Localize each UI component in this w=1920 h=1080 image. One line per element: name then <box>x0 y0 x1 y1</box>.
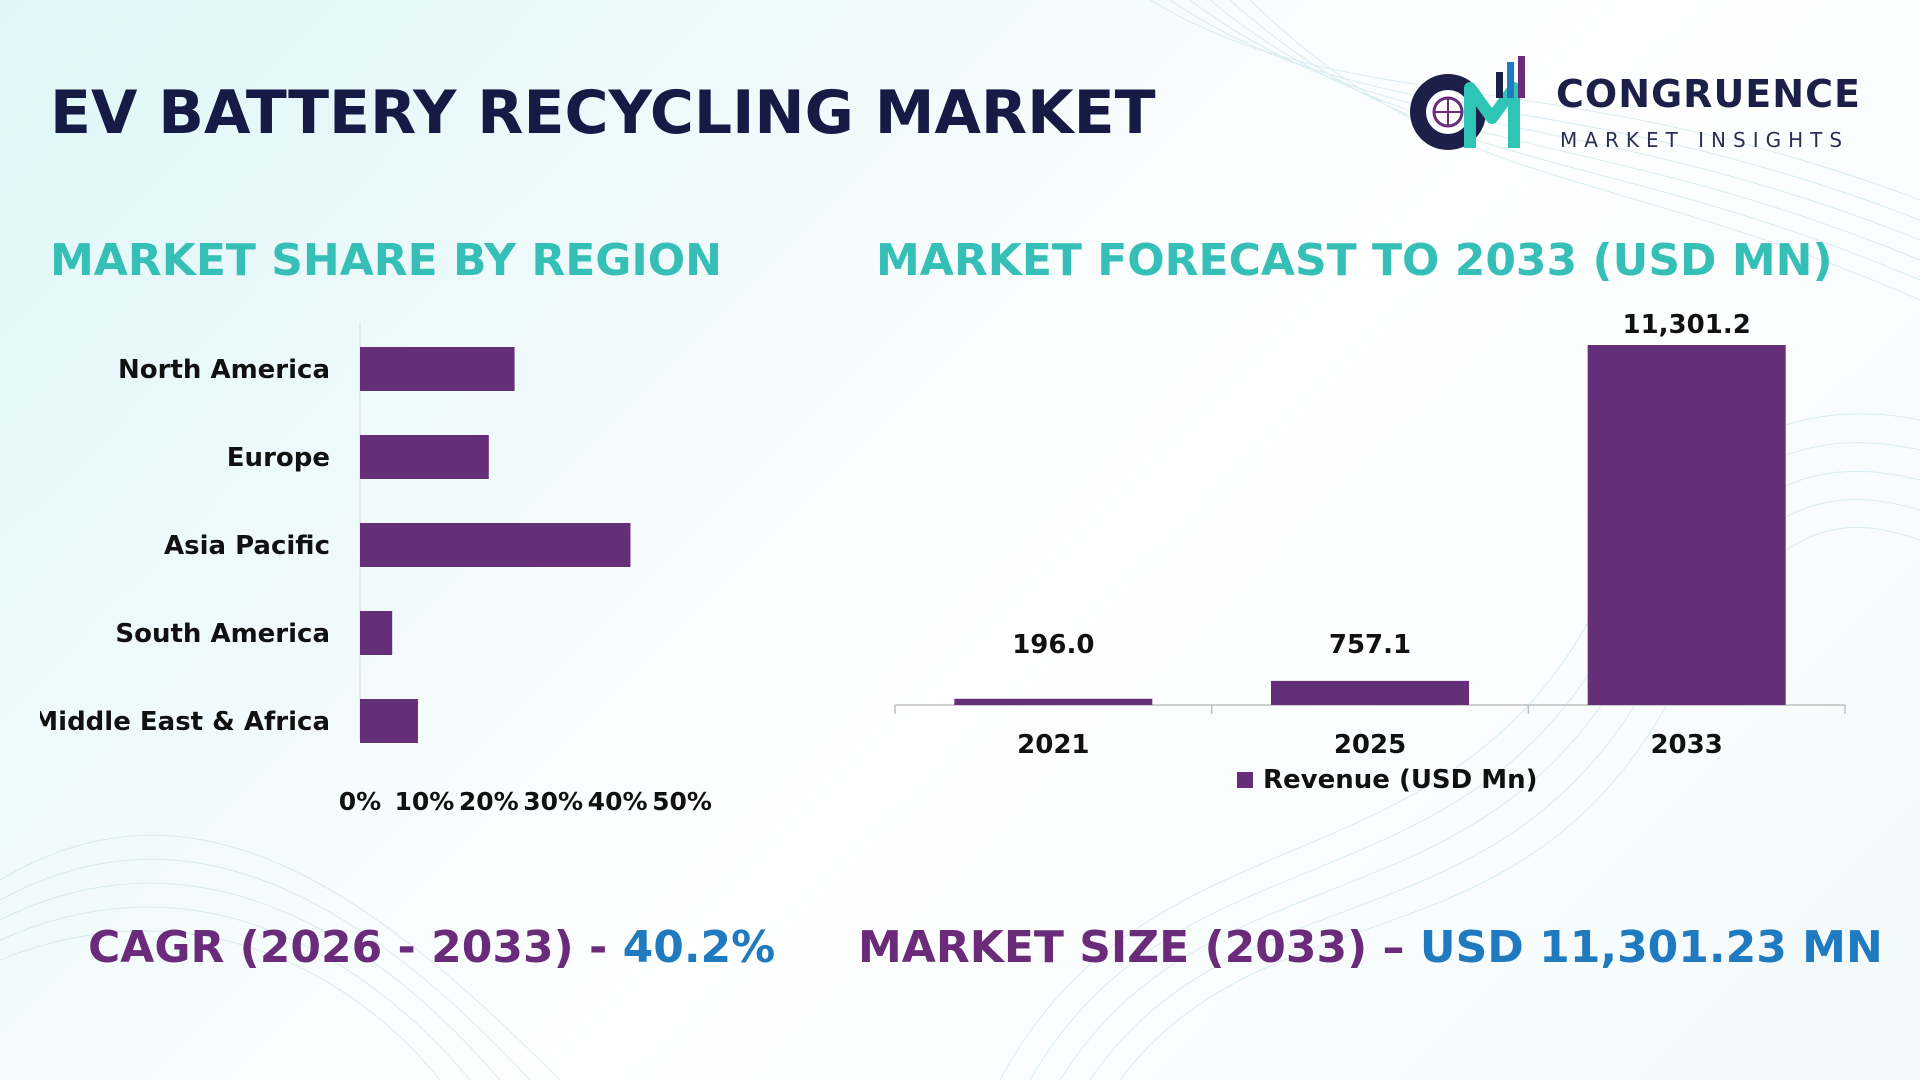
market-size-summary: MARKET SIZE (2033) – USD 11,301.23 MN <box>858 922 1883 973</box>
market-share-title: MARKET SHARE BY REGION <box>50 235 722 286</box>
legend-swatch <box>1237 772 1253 788</box>
category-label: Middle East & Africa <box>40 707 330 737</box>
cagr-label: CAGR (2026 - 2033) - <box>88 922 623 973</box>
category-label: 2025 <box>1334 730 1406 760</box>
market-share-chart: North America Europe Asia Pacific South Ame… <box>40 322 712 816</box>
category-label: North America <box>118 355 330 385</box>
bar <box>360 611 393 655</box>
legend-label: Revenue (USD Mn) <box>1263 765 1538 795</box>
x-tick-label: 50% <box>652 787 712 816</box>
cagr-value: 40.2% <box>622 922 776 973</box>
market-forecast-title: MARKET FORECAST TO 2033 (USD MN) <box>876 235 1833 286</box>
bar <box>1271 680 1469 705</box>
company-logo: CONGRUENCE MARKET INSIGHTS <box>1400 52 1880 162</box>
market-size-value: USD 11,301.23 MN <box>1419 922 1883 973</box>
category-label: Europe <box>227 443 330 473</box>
category-label: 2021 <box>1017 730 1089 760</box>
logo-mark-icon <box>1410 56 1525 150</box>
bar <box>954 698 1153 705</box>
market-forecast-chart: 196.0 2021 757.1 2025 11,301.2 2033 Revenue (U… <box>894 310 1846 795</box>
x-tick-label: 20% <box>459 787 519 816</box>
category-label: 2033 <box>1650 730 1722 760</box>
x-tick-label: 10% <box>394 787 454 816</box>
category-label: Asia Pacific <box>164 531 330 561</box>
logo-name: CONGRUENCE <box>1556 72 1861 116</box>
cagr-summary: CAGR (2026 - 2033) - 40.2% <box>88 922 775 973</box>
bar <box>360 523 631 567</box>
data-label: 757.1 <box>1329 630 1411 660</box>
x-tick-label: 40% <box>588 787 648 816</box>
bar <box>360 435 489 479</box>
bar <box>1587 345 1786 705</box>
x-tick-label: 0% <box>339 787 381 816</box>
x-tick-label: 30% <box>523 787 583 816</box>
data-label: 11,301.2 <box>1623 310 1751 340</box>
data-label: 196.0 <box>1012 630 1094 660</box>
bar <box>360 347 515 391</box>
bar <box>360 699 418 743</box>
logo-subtitle: MARKET INSIGHTS <box>1560 128 1850 152</box>
category-label: South America <box>115 619 330 649</box>
market-size-label: MARKET SIZE (2033) – <box>858 922 1420 973</box>
page-title: EV BATTERY RECYCLING MARKET <box>50 78 1156 148</box>
